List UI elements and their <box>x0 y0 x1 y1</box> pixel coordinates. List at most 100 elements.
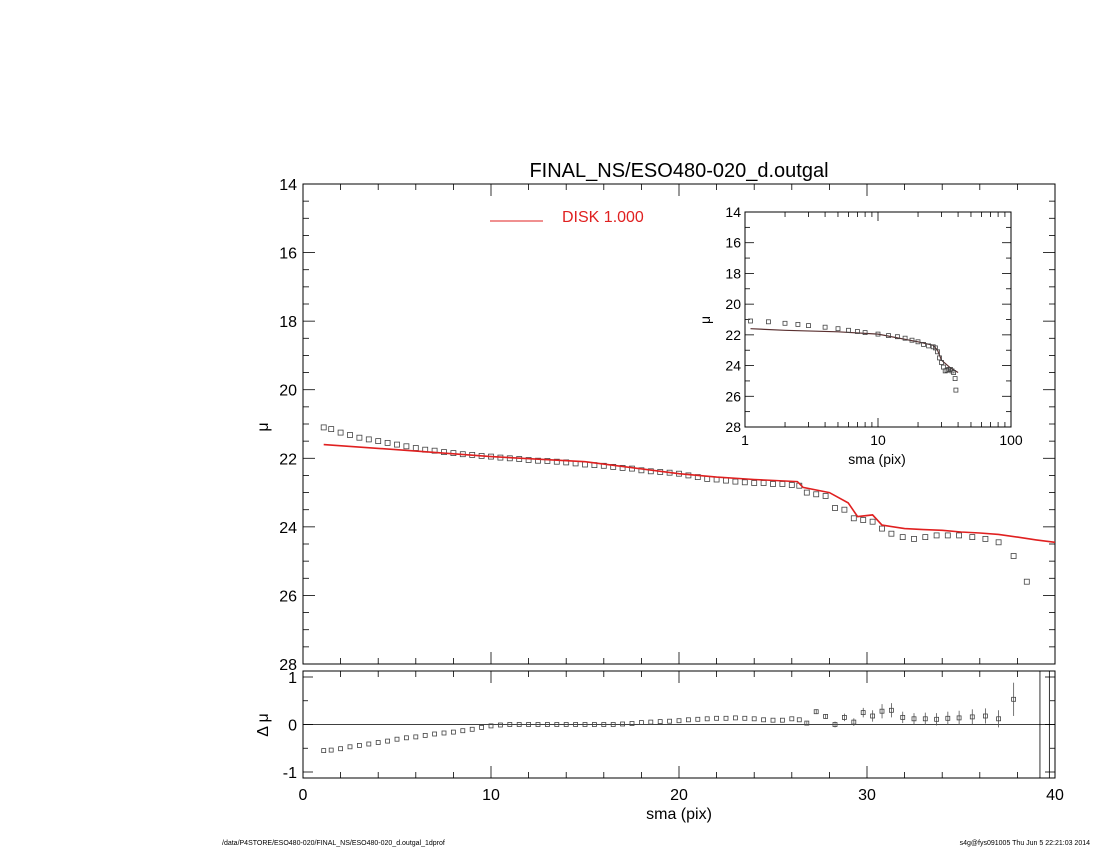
residual-point <box>934 716 939 722</box>
main-data-point <box>412 445 419 451</box>
main-y-axis-label: μ <box>255 422 272 431</box>
residual-point <box>366 741 372 747</box>
residual-point <box>488 723 494 729</box>
main-y-tick-label: 16 <box>279 246 297 263</box>
residual-point <box>413 734 419 740</box>
main-data-point <box>723 477 729 484</box>
residual-point <box>804 720 810 726</box>
main-data-point <box>732 478 739 485</box>
main-y-tick-label: 14 <box>279 177 297 194</box>
residual-y-axis-label: Δ μ <box>255 713 272 736</box>
inset-data-point <box>748 318 753 324</box>
residual-point <box>432 731 438 737</box>
main-data-point <box>610 463 617 470</box>
residual-point <box>676 718 682 724</box>
residual-point <box>554 722 560 727</box>
inset-x-tick-label: 1 <box>741 432 749 448</box>
residual-point <box>592 722 597 727</box>
residual-point <box>356 743 362 748</box>
residual-point <box>789 716 795 722</box>
inset-data-point <box>953 387 959 393</box>
main-data-point <box>638 467 645 474</box>
main-data-point <box>394 441 400 448</box>
main-data-point <box>841 506 848 513</box>
inset-background <box>745 212 1011 427</box>
residual-point <box>695 716 701 722</box>
residual-point <box>1011 696 1016 702</box>
residual-point <box>813 709 819 715</box>
main-data-point <box>944 532 951 539</box>
residual-x-axis-label: sma (pix) <box>646 806 712 823</box>
residual-point <box>667 718 672 724</box>
main-data-point <box>832 505 838 511</box>
inset-data-point <box>948 366 953 372</box>
residual-point <box>629 721 635 726</box>
residual-point <box>601 722 607 727</box>
residual-point <box>969 714 975 720</box>
main-data-point <box>933 532 940 539</box>
inset-data-point <box>886 333 891 339</box>
residual-point <box>770 717 776 723</box>
residual-point <box>460 728 466 734</box>
residual-point <box>911 716 917 722</box>
residual-point <box>516 722 522 727</box>
main-data-point <box>803 489 810 496</box>
residual-y-tick-label: -1 <box>283 765 297 782</box>
inset-data-point <box>935 349 940 355</box>
main-y-tick-label: 24 <box>279 520 297 537</box>
residual-point <box>889 707 894 713</box>
main-data-point <box>760 480 767 486</box>
inset-data-point <box>895 334 900 340</box>
main-data-point <box>995 539 1002 546</box>
main-data-point <box>384 439 391 446</box>
residual-point <box>742 715 748 721</box>
main-data-point <box>403 443 410 450</box>
residual-point <box>347 744 353 750</box>
residual-x-tick-label: 0 <box>299 787 308 804</box>
main-data-point <box>869 518 876 525</box>
main-data-point <box>647 468 654 475</box>
residual-point <box>321 748 327 753</box>
main-data-point <box>1010 553 1017 559</box>
residual-point <box>545 722 550 727</box>
inset-y-axis-label: μ <box>697 316 713 324</box>
main-y-tick-label: 20 <box>279 383 297 400</box>
residual-y-tick-label: 1 <box>288 670 297 687</box>
residual-point <box>620 721 625 727</box>
inset-data-point <box>855 329 860 334</box>
main-data-point <box>1023 578 1030 585</box>
inset-data-point <box>937 355 942 361</box>
main-data-point <box>553 458 560 465</box>
inset-y-tick-label: 20 <box>725 296 741 312</box>
main-data-point <box>779 481 786 487</box>
inset-y-tick-label: 26 <box>725 388 741 404</box>
residual-point <box>639 720 644 725</box>
inset-y-tick-label: 24 <box>725 358 741 374</box>
inset-data-point <box>806 323 811 329</box>
residual-point <box>526 722 531 727</box>
inset-y-tick-label: 16 <box>725 235 741 251</box>
main-data-point <box>899 534 906 540</box>
residual-point <box>714 715 719 721</box>
inset-x-tick-label: 100 <box>999 432 1023 448</box>
residual-point <box>900 715 906 720</box>
main-disk-model-line <box>323 443 1056 544</box>
main-data-point <box>582 461 588 468</box>
main-y-tick-label: 26 <box>279 588 297 605</box>
main-data-point <box>969 534 976 540</box>
residual-point <box>870 713 875 719</box>
main-data-point <box>922 534 929 540</box>
residual-point <box>842 715 847 720</box>
residual-point <box>851 719 857 725</box>
inset-data-point <box>926 343 931 349</box>
inset-data-point <box>921 341 926 347</box>
residual-point <box>704 716 710 722</box>
main-data-point <box>888 530 895 537</box>
inset-data-point <box>875 331 881 337</box>
footer-timestamp: s4g@fys091005 Thu Jun 5 22:21:03 2014 <box>959 840 1090 847</box>
main-data-point <box>525 457 532 463</box>
residual-x-tick-label: 40 <box>1046 787 1064 804</box>
inset-data-point <box>766 319 771 325</box>
